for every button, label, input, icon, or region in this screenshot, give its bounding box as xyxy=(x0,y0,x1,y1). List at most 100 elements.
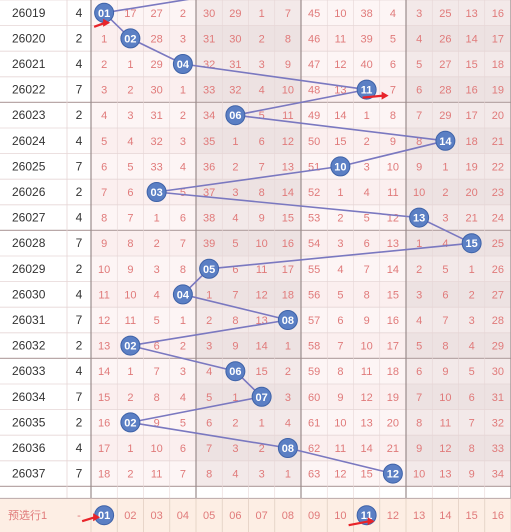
miss-count: 31 xyxy=(203,33,215,45)
grid-cell-bg xyxy=(91,409,118,436)
grid-cell-bg xyxy=(458,76,485,103)
miss-count: 57 xyxy=(308,315,320,327)
footer-dash: - xyxy=(77,510,81,522)
miss-count: 2 xyxy=(127,469,133,481)
grid-cell-bg xyxy=(458,179,485,205)
miss-count: 19 xyxy=(387,392,399,404)
miss-count: 1 xyxy=(416,238,422,250)
hit-ball: 08 xyxy=(277,310,298,330)
miss-count: 5 xyxy=(180,417,186,429)
grid-cell-bg xyxy=(143,307,170,333)
period-label: 26035 xyxy=(12,415,46,429)
grid-cell-bg xyxy=(327,358,354,384)
period-cell-bg xyxy=(0,460,67,487)
ball-number: 05 xyxy=(203,264,215,276)
miss-count: 10 xyxy=(361,341,373,353)
miss-count: 12 xyxy=(439,443,451,455)
grid-cell-bg xyxy=(353,409,380,436)
grid-cell-bg xyxy=(301,281,328,308)
miss-count: 31 xyxy=(151,110,163,122)
grid-cell-bg xyxy=(406,332,433,359)
miss-count: 2 xyxy=(101,59,107,71)
miss-count: 11 xyxy=(98,289,109,301)
grid-cell-bg xyxy=(248,332,275,359)
span-cell-bg xyxy=(67,128,91,154)
miss-count: 32 xyxy=(151,136,163,148)
miss-count: 10 xyxy=(98,264,110,276)
span-value: 7 xyxy=(76,390,83,404)
miss-count: 26 xyxy=(492,264,504,276)
grid-cell-bg xyxy=(274,332,301,359)
grid-cell-bg xyxy=(484,102,511,128)
miss-count: 8 xyxy=(416,136,422,148)
grid-cell-bg xyxy=(484,204,511,231)
grid-cell-bg xyxy=(196,102,223,128)
grid-cell-bg xyxy=(196,76,223,103)
miss-count: 8 xyxy=(232,315,238,327)
footer-number: 05 xyxy=(203,510,215,522)
grid-cell-bg xyxy=(117,358,144,384)
miss-count: 4 xyxy=(364,187,370,199)
grid-cell-bg xyxy=(484,460,511,487)
miss-count: 12 xyxy=(256,289,268,301)
grid-cell-bg xyxy=(222,256,249,282)
span-cell-bg xyxy=(67,153,91,180)
grid-cell-bg xyxy=(91,281,118,308)
grid-cell-bg xyxy=(143,128,170,154)
miss-count: 13 xyxy=(98,341,110,353)
grid-cell-bg xyxy=(91,256,118,282)
miss-count: 31 xyxy=(492,392,504,404)
grid-cell-bg xyxy=(432,307,459,333)
arrow-head xyxy=(381,91,389,100)
grid-cell-bg xyxy=(432,0,459,26)
grid-cell-bg xyxy=(406,102,433,128)
ball-circle xyxy=(461,233,482,254)
hit-ball: 02 xyxy=(120,335,141,356)
miss-count: 2 xyxy=(364,136,370,148)
grid-cell-bg xyxy=(327,0,354,26)
miss-count: 2 xyxy=(442,187,448,199)
grid-cell-bg xyxy=(484,230,511,256)
span-value: 4 xyxy=(76,57,83,71)
grid-cell-bg xyxy=(458,384,485,410)
ball-number: 12 xyxy=(387,469,399,481)
miss-count: 3 xyxy=(127,110,133,122)
grid-cell-bg xyxy=(301,460,328,487)
period-cell-bg xyxy=(0,230,67,256)
grid-cell-bg xyxy=(91,76,118,103)
miss-count: 2 xyxy=(259,443,265,455)
grid-cell-bg xyxy=(196,153,223,180)
period-cell-bg xyxy=(0,409,67,436)
miss-count: 17 xyxy=(98,443,110,455)
grid-cell-bg xyxy=(117,204,144,231)
miss-count: 17 xyxy=(492,33,504,45)
miss-count: 8 xyxy=(206,469,212,481)
grid-cell-bg xyxy=(248,435,275,461)
miss-count: 21 xyxy=(387,443,399,455)
period-label: 26030 xyxy=(12,287,46,301)
grid-cell-bg xyxy=(353,281,380,308)
grid-cell-bg xyxy=(117,230,144,256)
ball-number: 07 xyxy=(256,392,268,404)
miss-count: 3 xyxy=(206,341,212,353)
span-cell-bg xyxy=(67,76,91,103)
miss-count: 28 xyxy=(492,315,504,327)
grid-cell-bg xyxy=(222,128,249,154)
grid-cell-bg xyxy=(432,358,459,384)
grid-cell-bg xyxy=(406,153,433,180)
grid-cell-bg xyxy=(91,153,118,180)
span-cell-bg xyxy=(67,358,91,384)
miss-count: 4 xyxy=(390,8,396,20)
grid-cell-bg xyxy=(353,51,380,77)
grid-cell-bg xyxy=(484,76,511,103)
miss-count: 47 xyxy=(308,59,320,71)
miss-count: 7 xyxy=(206,443,212,455)
period-cell-bg xyxy=(0,281,67,308)
miss-count: 6 xyxy=(206,417,212,429)
miss-count: 7 xyxy=(416,110,422,122)
grid-cell-bg xyxy=(406,76,433,103)
footer-number: 10 xyxy=(334,510,346,522)
span-value: 7 xyxy=(76,467,83,481)
grid-cell-bg xyxy=(432,76,459,103)
miss-count: 10 xyxy=(413,469,425,481)
